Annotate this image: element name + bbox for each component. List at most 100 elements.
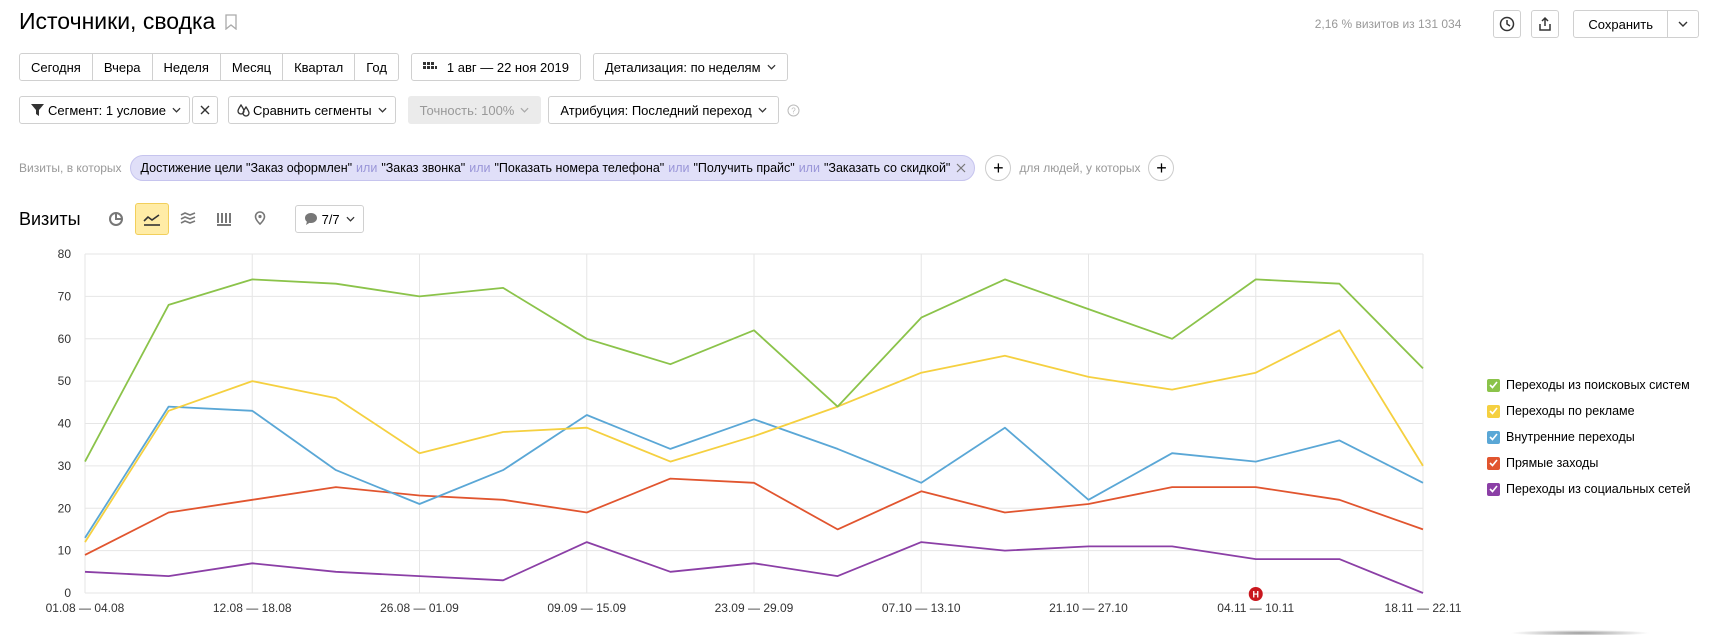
plus-icon: + — [993, 157, 1004, 178]
series-line — [84, 477, 1424, 556]
annotation-marker — [1248, 587, 1263, 601]
x-tick-label: 04.11 — 10.11 — [1217, 601, 1294, 615]
filter-row: Визиты, в которых Достижение цели "Заказ… — [19, 155, 1175, 181]
page-title-wrap: Источники, сводка — [19, 8, 237, 35]
compare-segments-dropdown[interactable]: Сравнить сегменты — [227, 96, 396, 124]
x-tick-label: 26.08 — 01.09 — [380, 601, 459, 615]
goal-prefix: Достижение цели — [140, 161, 243, 175]
period-selector: Сегодня Вчера Неделя Месяц Квартал Год — [19, 53, 399, 81]
help-icon[interactable]: ? — [787, 104, 800, 117]
legend-label: Переходы по рекламе — [1506, 404, 1635, 418]
legend-label: Переходы из социальных сетей — [1506, 482, 1691, 496]
add-people-condition-button[interactable]: + — [1148, 155, 1175, 181]
plus-icon: + — [1156, 157, 1167, 178]
legend-item[interactable]: Прямые заходы — [1487, 450, 1690, 476]
chevron-down-icon — [520, 107, 529, 113]
svg-text:?: ? — [791, 106, 796, 115]
y-tick-label: 70 — [58, 289, 72, 303]
period-quarter[interactable]: Квартал — [283, 54, 356, 80]
compare-segments-label: Сравнить сегменты — [252, 102, 372, 118]
attribution-dropdown[interactable]: Атрибуция: Последний переход — [548, 96, 779, 124]
period-yesterday[interactable]: Вчера — [93, 54, 153, 80]
segment-row: Сегмент: 1 условие Сравнить сегменты Точ… — [19, 96, 800, 124]
x-tick-label: 21.10 — 27.10 — [1049, 601, 1128, 615]
segment-dropdown[interactable]: Сегмент: 1 условие — [19, 96, 190, 124]
legend-label: Прямые заходы — [1506, 456, 1599, 470]
goal-name: "Получить прайс" — [693, 161, 795, 175]
y-tick-label: 0 — [64, 586, 71, 600]
period-month[interactable]: Месяц — [221, 54, 284, 80]
filter-prefix: Визиты, в которых — [19, 161, 122, 175]
accuracy-dropdown[interactable]: Точность: 100% — [407, 96, 542, 124]
legend-item[interactable]: Внутренние переходы — [1487, 424, 1690, 450]
goal-condition-chip[interactable]: Достижение цели "Заказ оформлен" или "За… — [129, 155, 976, 181]
chart-toolbar: Визиты 7/7 — [19, 203, 364, 235]
save-button[interactable]: Сохранить — [1574, 11, 1668, 37]
history-button[interactable] — [1493, 10, 1522, 38]
checkbox-icon[interactable] — [1487, 456, 1500, 470]
legend-item[interactable]: Переходы из социальных сетей — [1487, 476, 1690, 502]
comments-dropdown[interactable]: 7/7 — [294, 205, 364, 233]
series-line — [84, 405, 1424, 539]
series-line — [84, 329, 1424, 543]
period-today[interactable]: Сегодня — [20, 54, 93, 80]
date-range-button[interactable]: 1 авг — 22 ноя 2019 — [410, 53, 581, 81]
remove-condition-icon[interactable] — [956, 163, 966, 173]
comments-count: 7/7 — [321, 211, 340, 227]
detail-dropdown[interactable]: Детализация: по неделям — [592, 53, 788, 81]
goal-name: "Заказ звонка" — [381, 161, 466, 175]
period-year[interactable]: Год — [366, 59, 387, 75]
or-word: или — [668, 161, 690, 175]
y-tick-label: 10 — [58, 544, 72, 558]
period-row: Сегодня Вчера Неделя Месяц Квартал Год 1… — [19, 53, 788, 81]
chevron-down-icon — [378, 107, 387, 113]
visits-share-info: 2,16 % визитов из 131 034 — [1314, 17, 1462, 31]
series-line — [84, 278, 1424, 463]
period-week[interactable]: Неделя — [153, 54, 221, 80]
people-condition-label: для людей, у которых — [1019, 161, 1141, 175]
goal-name: "Заказ оформлен" — [246, 161, 353, 175]
bookmark-icon[interactable] — [225, 13, 237, 30]
legend-item[interactable]: Переходы из поисковых систем — [1487, 372, 1690, 398]
add-visit-condition-button[interactable]: + — [985, 155, 1012, 181]
save-button-group: Сохранить — [1573, 10, 1699, 38]
chevron-down-icon — [758, 107, 767, 113]
view-line-button[interactable] — [134, 203, 169, 235]
view-pie-button[interactable] — [99, 203, 133, 235]
stacked-area-icon — [180, 212, 195, 224]
checkbox-icon[interactable] — [1487, 404, 1500, 418]
y-tick-label: 50 — [58, 374, 72, 388]
x-tick-label: 23.09 — 29.09 — [715, 601, 794, 615]
close-icon — [200, 105, 210, 115]
share-icon — [1539, 16, 1552, 31]
series-line — [84, 541, 1424, 594]
calendar-icon — [422, 62, 437, 69]
segment-label: Сегмент: 1 условие — [48, 102, 166, 118]
checkbox-icon[interactable] — [1487, 378, 1500, 392]
chevron-down-icon — [172, 107, 181, 113]
legend-label: Внутренние переходы — [1506, 430, 1635, 444]
header-actions: 2,16 % визитов из 131 034 Сохранить — [1315, 10, 1699, 38]
clear-segment-button[interactable] — [191, 96, 218, 124]
x-tick-label: 09.09 — 15.09 — [547, 601, 626, 615]
legend-item[interactable]: Переходы по рекламе — [1487, 398, 1690, 424]
chevron-down-icon — [766, 64, 776, 70]
pie-chart-icon — [108, 212, 123, 226]
annotation-marker-label: Н — [1253, 590, 1260, 600]
comment-icon — [304, 213, 317, 225]
x-tick-label: 07.10 — 13.10 — [882, 601, 961, 615]
line-chart-icon — [142, 214, 160, 226]
page-title: Источники, сводка — [19, 8, 216, 34]
view-bar-button[interactable] — [207, 203, 241, 235]
attribution-label: Атрибуция: Последний переход — [560, 102, 752, 118]
or-word: или — [798, 161, 820, 175]
save-options-button[interactable] — [1668, 11, 1698, 37]
page-shadow — [1510, 630, 1650, 635]
checkbox-icon[interactable] — [1487, 430, 1500, 444]
checkbox-icon[interactable] — [1487, 482, 1500, 496]
view-map-button[interactable] — [243, 203, 277, 235]
export-button[interactable] — [1531, 10, 1560, 38]
view-area-button[interactable] — [171, 203, 205, 235]
or-word: или — [356, 161, 378, 175]
y-tick-label: 30 — [58, 459, 72, 473]
